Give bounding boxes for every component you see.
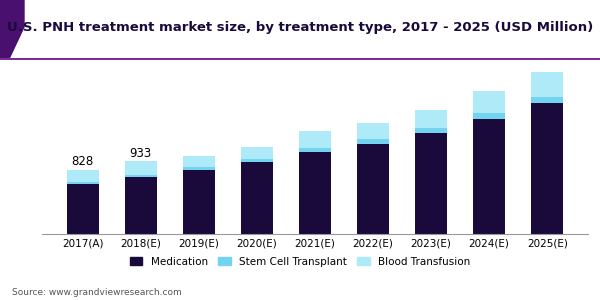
Bar: [241, 163, 273, 234]
Bar: [183, 156, 215, 167]
Bar: [299, 152, 331, 234]
Bar: [531, 71, 563, 97]
Bar: [299, 131, 331, 148]
Bar: [67, 182, 99, 184]
Bar: [357, 144, 389, 234]
Bar: [183, 170, 215, 234]
Polygon shape: [0, 0, 24, 59]
Bar: [415, 110, 447, 128]
Bar: [183, 167, 215, 170]
Bar: [357, 123, 389, 139]
Bar: [67, 184, 99, 234]
Bar: [473, 119, 505, 234]
Bar: [531, 97, 563, 103]
Text: 828: 828: [71, 155, 94, 168]
Text: U.S. PNH treatment market size, by treatment type, 2017 - 2025 (USD Million): U.S. PNH treatment market size, by treat…: [7, 20, 593, 34]
Bar: [125, 161, 157, 175]
Bar: [415, 133, 447, 234]
Bar: [357, 139, 389, 144]
Bar: [473, 92, 505, 113]
Legend: Medication, Stem Cell Transplant, Blood Transfusion: Medication, Stem Cell Transplant, Blood …: [125, 253, 475, 271]
Bar: [125, 175, 157, 177]
Bar: [67, 169, 99, 182]
Bar: [241, 147, 273, 159]
Bar: [125, 177, 157, 234]
Text: Source: www.grandviewresearch.com: Source: www.grandviewresearch.com: [12, 288, 182, 297]
Bar: [415, 128, 447, 133]
Bar: [473, 113, 505, 119]
Bar: [241, 159, 273, 163]
Bar: [299, 148, 331, 152]
Bar: [531, 103, 563, 234]
Text: 933: 933: [130, 146, 152, 160]
